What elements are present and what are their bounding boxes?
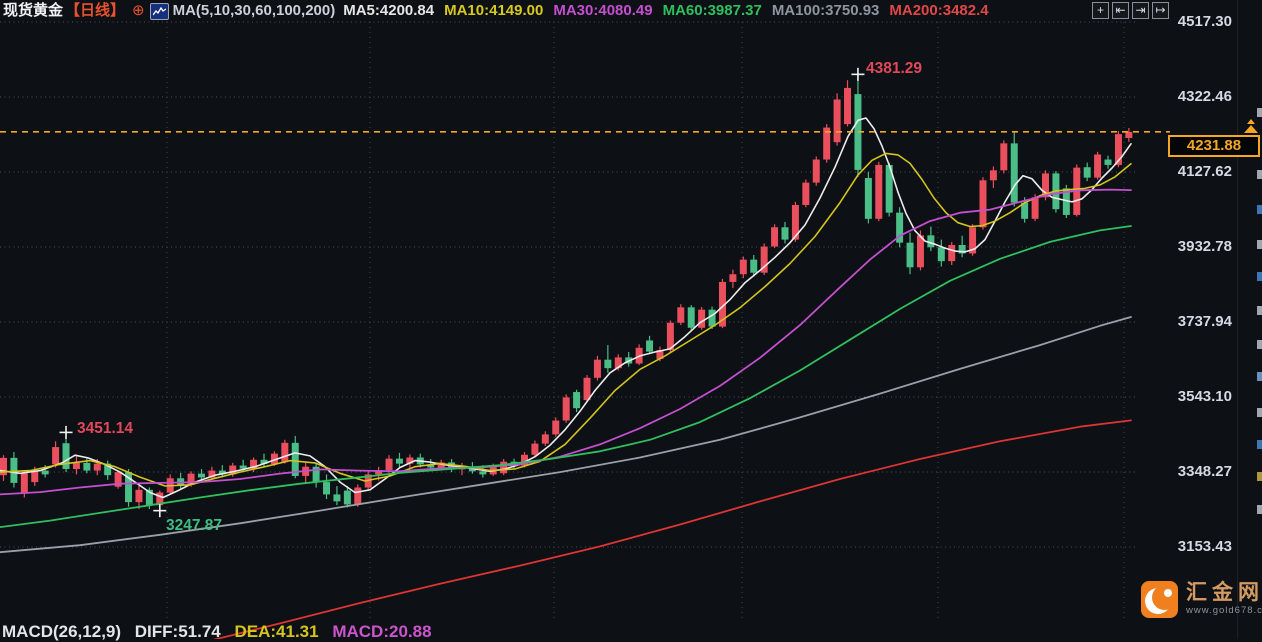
svg-text:3247.87: 3247.87 bbox=[166, 517, 222, 534]
svg-text:4381.29: 4381.29 bbox=[866, 60, 922, 77]
symbol-name: 现货黄金 bbox=[3, 2, 64, 19]
right-panel-fragment bbox=[1257, 108, 1262, 117]
price-axis-tick: 4322.46 bbox=[1177, 87, 1232, 105]
timeframe-label[interactable]: 【日线】 bbox=[65, 2, 126, 19]
right-panel-fragment bbox=[1257, 505, 1262, 514]
axis-divider bbox=[1237, 0, 1238, 639]
line-chart-glyph bbox=[152, 6, 166, 15]
uptick-arrow-icon bbox=[1244, 125, 1258, 133]
chart-toolbar: + ⇤ ⇥ ↦ bbox=[1092, 2, 1169, 19]
price-axis-tick: 4127.62 bbox=[1177, 162, 1232, 180]
macd-diff-value: DIFF:51.74 bbox=[134, 622, 221, 641]
ma-value-4: MA100:3750.93 bbox=[771, 2, 880, 19]
ma-value-2: MA30:4080.49 bbox=[553, 2, 653, 19]
right-panel-fragment bbox=[1257, 205, 1262, 214]
pan-right-icon[interactable]: ⇥ bbox=[1132, 2, 1149, 19]
uptick-arrow-small-icon bbox=[1247, 119, 1255, 124]
right-panel-fragment bbox=[1257, 272, 1262, 281]
site-url: www.gold678.com bbox=[1186, 605, 1262, 616]
right-panel-fragment bbox=[1257, 408, 1262, 417]
ma-values: MA5:4200.84 MA10:4149.00 MA30:4080.49 MA60:… bbox=[343, 0, 998, 22]
right-panel-fragment bbox=[1257, 372, 1262, 381]
ma-settings-label: MA(5,10,30,60,100,200) bbox=[172, 2, 336, 19]
current-price-badge: 4231.88 bbox=[1168, 135, 1260, 157]
ma-value-3: MA60:3987.37 bbox=[662, 2, 762, 19]
gold678-logo-icon bbox=[1141, 581, 1178, 618]
price-axis-tick: 3348.27 bbox=[1177, 462, 1232, 480]
macd-params-label: MACD(26,12,9) bbox=[2, 622, 122, 641]
price-axis-tick: 3737.94 bbox=[1177, 312, 1232, 330]
export-chart-icon[interactable]: ↦ bbox=[1152, 2, 1169, 19]
chart-type-icon[interactable] bbox=[149, 2, 169, 20]
site-watermark: 汇金网 www.gold678.com bbox=[1141, 581, 1262, 618]
price-axis-tick: 3932.78 bbox=[1177, 237, 1232, 255]
svg-text:3451.14: 3451.14 bbox=[77, 420, 133, 437]
right-panel-fragment bbox=[1257, 306, 1262, 315]
right-panel-fragment bbox=[1257, 170, 1262, 179]
right-panel-fragment bbox=[1257, 472, 1262, 481]
chart-header: 现货黄金 【日线】 ⊕ MA(5,10,30,60,100,200) MA5:4… bbox=[3, 0, 999, 22]
right-panel-fragment bbox=[1257, 240, 1262, 249]
compare-add-icon[interactable]: ⊕ bbox=[132, 2, 145, 19]
price-axis-tick: 3543.10 bbox=[1177, 388, 1232, 405]
right-panel-fragment bbox=[1257, 440, 1262, 449]
ma-value-0: MA5:4200.84 bbox=[343, 2, 435, 19]
crosshair-tool-icon[interactable]: + bbox=[1092, 2, 1109, 19]
ma-value-5: MA200:3482.4 bbox=[889, 2, 989, 19]
price-axis-tick: 4517.30 bbox=[1177, 12, 1232, 30]
ma-value-1: MA10:4149.00 bbox=[444, 2, 544, 19]
macd-readout: MACD(26,12,9) DIFF:51.74 DEA:41.31 MACD:… bbox=[2, 622, 441, 642]
macd-value: MACD:20.88 bbox=[332, 622, 432, 641]
right-panel-fragment bbox=[1257, 340, 1262, 349]
price-axis-tick: 3153.43 bbox=[1177, 537, 1232, 555]
pan-left-icon[interactable]: ⇤ bbox=[1112, 2, 1129, 19]
site-name: 汇金网 bbox=[1186, 581, 1262, 604]
macd-dea-value: DEA:41.31 bbox=[234, 622, 319, 641]
